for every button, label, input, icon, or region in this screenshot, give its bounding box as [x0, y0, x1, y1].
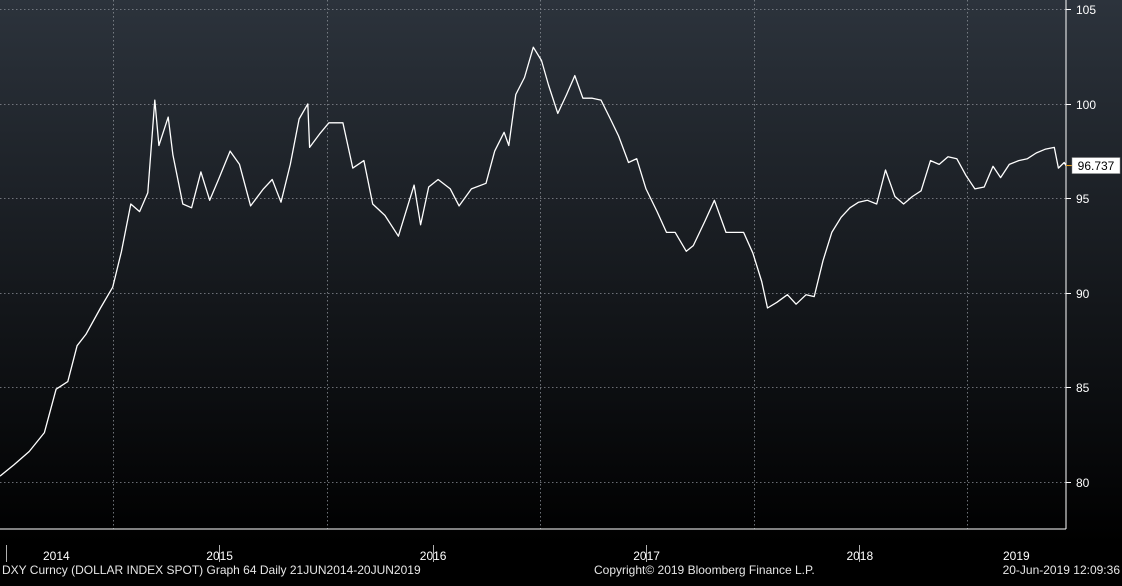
- x-year-label: 2019: [1003, 549, 1030, 563]
- footer-timestamp: 20-Jun-2019 12:09:36: [1002, 563, 1120, 577]
- last-value-layer: 96.737: [1066, 157, 1121, 174]
- y-tick-label: 80: [1076, 476, 1090, 490]
- y-tick-label: 100: [1076, 98, 1096, 112]
- series-layer: [0, 46, 1067, 477]
- plot-background: [0, 0, 1122, 545]
- y-tick-label: 105: [1076, 3, 1096, 17]
- axis-background: [0, 545, 1122, 581]
- axis-layer: 80859095100105201420152016201720182019: [0, 0, 1096, 563]
- y-tick-label: 90: [1076, 287, 1090, 301]
- y-tick-label: 85: [1076, 381, 1090, 395]
- last-value-label: 96.737: [1078, 159, 1115, 173]
- footer-series-info: DXY Curncy (DOLLAR INDEX SPOT) Graph 64 …: [2, 563, 421, 577]
- grid-layer: [0, 0, 1066, 529]
- footer-copyright: Copyright© 2019 Bloomberg Finance L.P.: [594, 563, 815, 577]
- last-value-box: [1071, 157, 1121, 174]
- dxy-series-line: [0, 46, 1067, 477]
- x-year-label: 2014: [43, 549, 70, 563]
- y-tick-label: 95: [1076, 192, 1090, 206]
